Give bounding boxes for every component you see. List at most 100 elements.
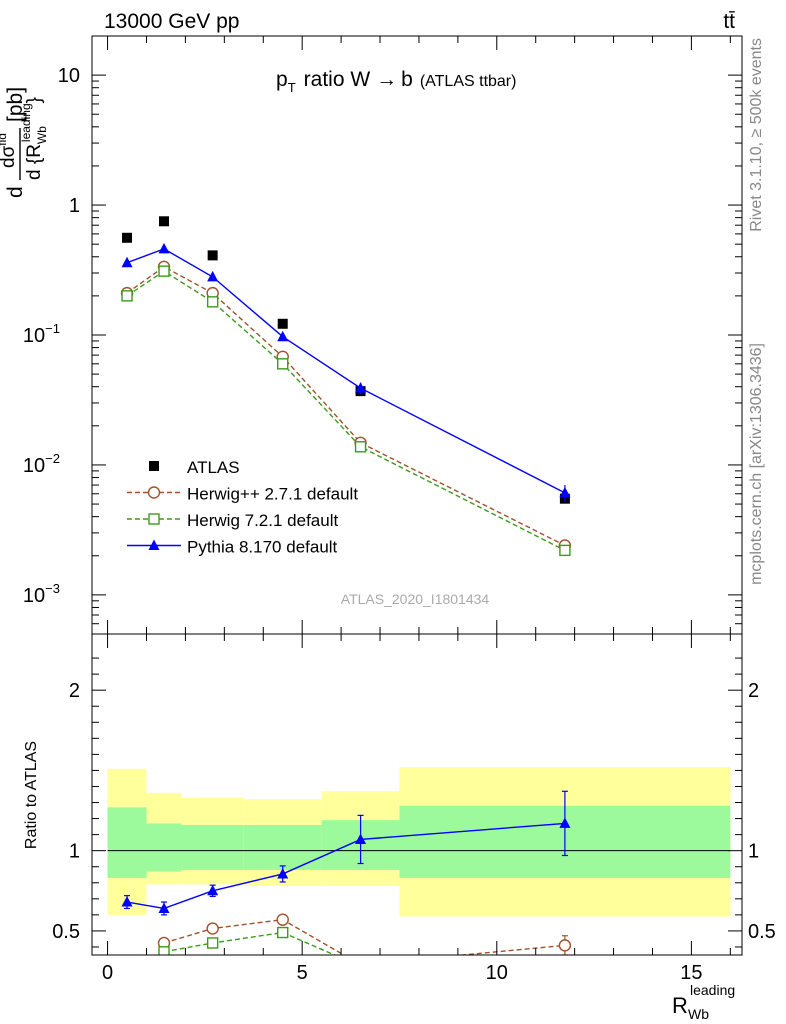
plot-title-context: (ATLAS ttbar) — [420, 73, 517, 90]
main-point — [122, 232, 133, 243]
ratio-y-tick-label-right: 1 — [748, 841, 759, 863]
legend-label: Herwig++ 2.7.1 default — [187, 485, 358, 504]
ratio-point — [206, 937, 219, 949]
ratio-point — [158, 946, 170, 955]
ratio-x-axis-label: R Wb leading — [672, 982, 735, 1022]
ratio-series-line — [126, 822, 565, 910]
ratio-series-line — [163, 918, 565, 955]
ratio-point — [121, 896, 133, 907]
legend-item: ATLAS — [149, 458, 240, 477]
xlabel-sup: leading — [690, 982, 735, 998]
main-series-line — [126, 265, 566, 547]
main-y-tick-label: 10−2 — [23, 451, 60, 477]
ratio-x-tick-label: 15 — [680, 962, 702, 984]
main-point — [121, 290, 133, 302]
ratio-point — [558, 939, 572, 952]
ratio-axes: 0.5 0.5 1 1 2 2 0 5 10 15 — [52, 634, 776, 984]
ratio-y-axis-label: Ratio to ATLAS — [23, 741, 40, 849]
legend-item: Herwig++ 2.7.1 default — [127, 485, 358, 504]
ratio-point — [559, 817, 571, 828]
ratio-series-group — [121, 790, 571, 916]
ylabel-units: [pb] — [4, 87, 27, 122]
ratio-point — [206, 922, 219, 935]
ratio-point — [207, 884, 219, 896]
main-point — [158, 242, 170, 254]
inner-band-bin — [181, 824, 244, 870]
legend-item: Herwig 7.2.1 default — [127, 511, 338, 530]
main-y-tick-label: 10 — [58, 65, 80, 87]
main-point — [159, 216, 170, 227]
main-series-group — [120, 260, 572, 552]
ratio-y-tick-label-right: 2 — [748, 680, 759, 702]
ratio-point — [277, 926, 289, 939]
legend-marker — [148, 539, 160, 550]
main-series-line — [126, 270, 566, 552]
main-y-tick-label: 10−3 — [23, 581, 60, 607]
inner-band-bin — [107, 807, 147, 878]
main-y-tick-label: 10−1 — [23, 321, 60, 347]
main-y-tick-exponent: −2 — [45, 451, 60, 466]
plot-title-main: ratio W — [304, 68, 371, 91]
main-point — [559, 544, 571, 557]
xlabel-R: R — [672, 993, 688, 1018]
ratio-y-tick-label: 0.5 — [52, 921, 80, 943]
main-point — [277, 358, 289, 370]
legend-marker — [149, 461, 159, 471]
legend-label: Pythia 8.170 default — [187, 538, 338, 557]
plot-title-b: b — [401, 68, 413, 91]
inner-band-bin — [243, 824, 322, 870]
ratio-x-tick-label: 5 — [297, 962, 308, 984]
ratio-series-group — [157, 913, 572, 970]
xlabel-sub: Wb — [688, 1006, 709, 1022]
main-point — [207, 270, 219, 282]
ratio-series-line — [163, 931, 337, 955]
main-point — [355, 382, 367, 393]
analysis-label: ATLAS_2020_I1801434 — [341, 591, 490, 607]
mcplots-label: mcplots.cern.ch [arXiv:1306.3436] — [748, 343, 765, 585]
main-point — [277, 318, 288, 329]
main-point — [207, 250, 218, 261]
ratio-y-tick-label: 2 — [69, 680, 80, 702]
ratio-y-tick-label-right: 0.5 — [748, 921, 776, 943]
ratio-y-tick-label: 1 — [69, 841, 80, 863]
header-left: 13000 GeV pp — [104, 10, 239, 33]
main-series-group — [121, 265, 571, 557]
ratio-point — [356, 961, 366, 971]
rivet-label: Rivet 3.1.10, ≥ 500k events — [748, 38, 765, 232]
main-point — [354, 441, 367, 453]
legend-marker — [147, 486, 161, 499]
legend-marker — [148, 513, 160, 525]
plot-title-sub: T — [288, 80, 296, 95]
ratio-plot-frame — [91, 633, 743, 956]
ylabel-numerator: dσfid — [0, 133, 19, 168]
legend-item: Pythia 8.170 default — [127, 538, 338, 557]
legend-label: Herwig 7.2.1 default — [187, 511, 338, 530]
ratio-series-group — [158, 926, 366, 971]
plot-title-arrow: → — [376, 68, 397, 91]
ratio-series — [121, 790, 572, 971]
plot-title: pT ratio W → b (ATLAS ttbar) — [276, 68, 516, 95]
main-series — [120, 216, 572, 557]
ratio-x-tick-label: 0 — [102, 962, 113, 984]
ratio-point — [355, 833, 367, 844]
main-y-tick-exponent: −1 — [45, 321, 60, 336]
legend-label: ATLAS — [187, 458, 240, 477]
ratio-uncertainty-bands — [107, 767, 731, 917]
main-point — [277, 330, 289, 342]
ratio-x-tick-label: 10 — [486, 962, 508, 984]
main-series-group — [121, 242, 571, 502]
main-point — [121, 256, 133, 268]
main-y-tick-exponent: −3 — [45, 581, 60, 596]
ratio-point — [355, 959, 366, 970]
main-y-tick-label: 1 — [69, 195, 80, 217]
main-point — [158, 265, 170, 277]
main-point — [559, 486, 571, 498]
legend: ATLAS Herwig++ 2.7.1 default Herwig 7.2.1 … — [127, 458, 358, 557]
main-series-line — [126, 248, 566, 494]
main-y-axis-label: d dσfid d {RWbleading} [pb] — [0, 87, 49, 198]
header-right: tt̄ — [723, 10, 735, 33]
ratio-point — [277, 867, 289, 879]
ratio-point — [158, 902, 170, 913]
ratio-point — [276, 913, 289, 926]
